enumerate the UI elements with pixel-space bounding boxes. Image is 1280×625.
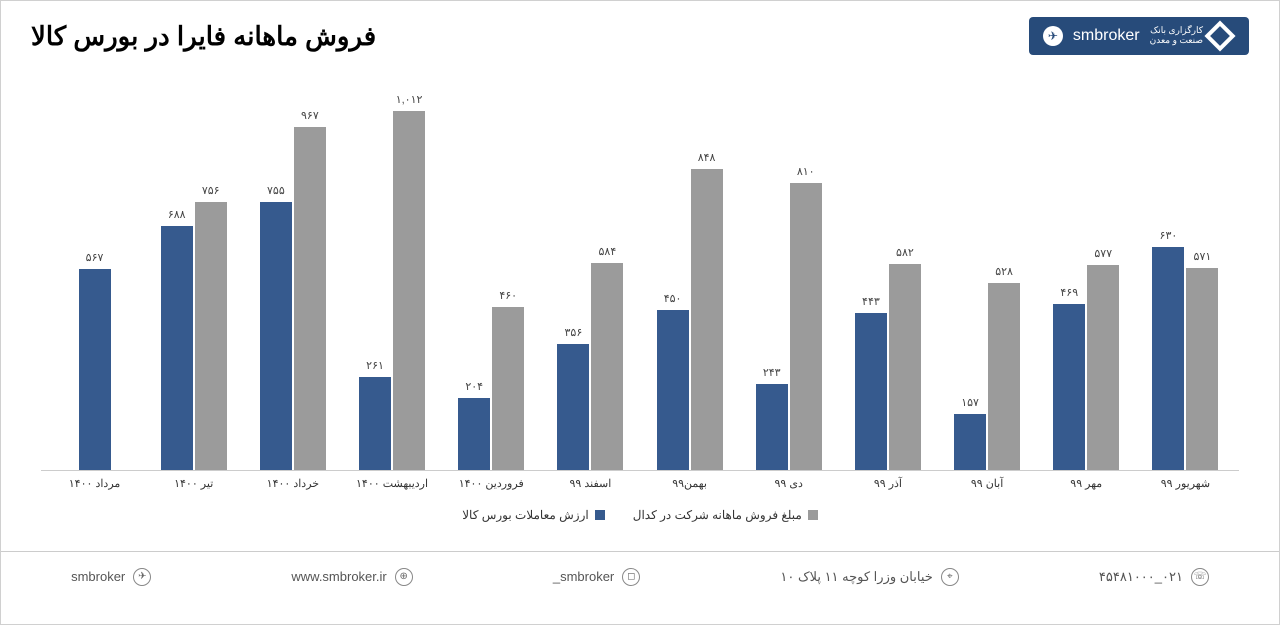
bar-value-label: ۱,۰۱۲ xyxy=(396,93,423,106)
bar-value-label: ۱۵۷ xyxy=(961,396,979,409)
x-axis-label: تیر ۱۴۰۰ xyxy=(144,477,243,490)
legend: مبلغ فروش ماهانه شرکت در کدال ارزش معامل… xyxy=(41,508,1239,522)
bar-series-0: ۵۸۴ xyxy=(591,263,623,470)
bar-series-0: ۵۷۱ xyxy=(1186,268,1218,470)
legend-label-1: ارزش معاملات بورس کالا xyxy=(462,508,589,522)
bar-value-label: ۷۵۶ xyxy=(202,184,220,197)
footer-website: ⊕ www.smbroker.ir xyxy=(291,568,412,586)
bar-value-label: ۵۲۸ xyxy=(995,265,1013,278)
location-icon: ⌖ xyxy=(941,568,959,586)
globe-icon: ⊕ xyxy=(395,568,413,586)
brand-logo-icon xyxy=(1204,20,1235,51)
bar-value-label: ۵۷۱ xyxy=(1194,250,1212,263)
bar-series-1: ۶۸۸ xyxy=(161,226,193,470)
bar-series-0: ۵۲۸ xyxy=(988,283,1020,470)
bar-series-1: ۴۴۳ xyxy=(855,313,887,470)
bar-value-label: ۶۸۸ xyxy=(168,208,186,221)
brand-badge: کارگزاری بانک صنعت و معدن smbroker ✈ xyxy=(1029,17,1249,55)
brand-logo-line2: صنعت و معدن xyxy=(1150,36,1203,46)
x-axis-label: مهر ۹۹ xyxy=(1037,477,1136,490)
bar-value-label: ۴۵۰ xyxy=(664,292,682,305)
bar-group: ۵۸۴۳۵۶ xyxy=(541,81,640,470)
footer: ☏ ۰۲۱_۴۵۴۸۱۰۰۰ ⌖ خیابان وزرا کوچه ۱۱ پلا… xyxy=(1,551,1279,601)
bar-value-label: ۷۵۵ xyxy=(267,184,285,197)
bar-series-1: ۴۵۰ xyxy=(657,310,689,470)
bar-value-label: ۹۶۷ xyxy=(301,109,319,122)
x-axis-label: خرداد ۱۴۰۰ xyxy=(243,477,342,490)
bar-series-1: ۳۵۶ xyxy=(557,344,589,470)
bar-group: ۸۴۸۴۵۰ xyxy=(640,81,739,470)
bar-series-1: ۶۳۰ xyxy=(1152,247,1184,470)
phone-icon: ☏ xyxy=(1191,568,1209,586)
bar-value-label: ۴۴۳ xyxy=(862,295,880,308)
footer-instagram: ◻ smbroker_ xyxy=(553,568,640,586)
bar-series-1: ۱۵۷ xyxy=(954,414,986,470)
telegram-icon: ✈ xyxy=(1043,26,1063,46)
bar-group: ۵۷۱۶۳۰ xyxy=(1136,81,1235,470)
bar-series-1: ۲۴۳ xyxy=(756,384,788,470)
bar-series-1: ۲۶۱ xyxy=(359,377,391,470)
bar-value-label: ۴۶۹ xyxy=(1060,286,1078,299)
x-axis-label: آذر ۹۹ xyxy=(838,477,937,490)
bar-value-label: ۲۰۴ xyxy=(465,380,483,393)
bar-value-label: ۵۸۴ xyxy=(599,245,617,258)
bar-series-0: ۱,۰۱۲ xyxy=(393,111,425,470)
bar-series-0: ۵۷۷ xyxy=(1087,265,1119,470)
bar-series-1: ۷۵۵ xyxy=(260,202,292,470)
bar-value-label: ۲۴۳ xyxy=(763,366,781,379)
bar-group: ۵۷۷۴۶۹ xyxy=(1037,81,1136,470)
bar-value-label: ۵۶۷ xyxy=(86,251,104,264)
bar-value-label: ۳۵۶ xyxy=(565,326,583,339)
bar-series-0: ۵۸۲ xyxy=(889,264,921,470)
x-axis-labels: شهریور ۹۹مهر ۹۹آبان ۹۹آذر ۹۹دی ۹۹بهمن۹۹ا… xyxy=(41,471,1239,490)
bar-group: ۵۲۸۱۵۷ xyxy=(937,81,1036,470)
bar-series-1: ۲۰۴ xyxy=(458,398,490,470)
x-axis-label: فروردین ۱۴۰۰ xyxy=(442,477,541,490)
bar-series-0: ۷۵۶ xyxy=(195,202,227,470)
x-axis-label: اردیبهشت ۱۴۰۰ xyxy=(342,477,441,490)
bar-value-label: ۲۶۱ xyxy=(366,359,384,372)
bar-value-label: ۸۴۸ xyxy=(698,151,716,164)
bar-series-0: ۴۶۰ xyxy=(492,307,524,470)
bar-series-0: ۸۴۸ xyxy=(691,169,723,470)
bar-group: ۸۱۰۲۴۳ xyxy=(739,81,838,470)
brand-logo: کارگزاری بانک صنعت و معدن xyxy=(1150,25,1231,47)
x-axis-label: آبان ۹۹ xyxy=(937,477,1036,490)
bar-value-label: ۵۸۲ xyxy=(896,246,914,259)
bar-value-label: ۴۶۰ xyxy=(499,289,517,302)
footer-telegram: ✈ smbroker xyxy=(71,568,151,586)
x-axis-label: مرداد ۱۴۰۰ xyxy=(45,477,144,490)
x-axis-label: بهمن۹۹ xyxy=(640,477,739,490)
legend-item-0: مبلغ فروش ماهانه شرکت در کدال xyxy=(633,508,818,522)
bar-chart: ۵۷۱۶۳۰۵۷۷۴۶۹۵۲۸۱۵۷۵۸۲۴۴۳۸۱۰۲۴۳۸۴۸۴۵۰۵۸۴۳… xyxy=(41,81,1239,471)
bar-value-label: ۶۳۰ xyxy=(1160,229,1178,242)
legend-swatch-1 xyxy=(595,510,605,520)
x-axis-label: دی ۹۹ xyxy=(739,477,838,490)
footer-address: ⌖ خیابان وزرا کوچه ۱۱ پلاک ۱۰ xyxy=(780,568,958,586)
legend-item-1: ارزش معاملات بورس کالا xyxy=(462,508,605,522)
bar-value-label: ۵۷۷ xyxy=(1094,247,1112,260)
bar-group: ۷۵۶۶۸۸ xyxy=(144,81,243,470)
bar-series-1: ۴۶۹ xyxy=(1053,304,1085,470)
bar-series-0: ۸۱۰ xyxy=(790,183,822,470)
legend-label-0: مبلغ فروش ماهانه شرکت در کدال xyxy=(633,508,802,522)
bar-group: ۱,۰۱۲۲۶۱ xyxy=(342,81,441,470)
bar-value-label: ۸۱۰ xyxy=(797,165,815,178)
footer-phone: ☏ ۰۲۱_۴۵۴۸۱۰۰۰ xyxy=(1099,568,1209,586)
chart-container: ۵۷۱۶۳۰۵۷۷۴۶۹۵۲۸۱۵۷۵۸۲۴۴۳۸۱۰۲۴۳۸۴۸۴۵۰۵۸۴۳… xyxy=(1,71,1279,551)
x-axis-label: اسفند ۹۹ xyxy=(541,477,640,490)
bar-group: ۴۶۰۲۰۴ xyxy=(442,81,541,470)
send-icon: ✈ xyxy=(133,568,151,586)
bar-series-1: ۵۶۷ xyxy=(79,269,111,470)
bar-series-0: ۹۶۷ xyxy=(294,127,326,470)
legend-swatch-0 xyxy=(808,510,818,520)
bar-group: ۵۸۲۴۴۳ xyxy=(838,81,937,470)
instagram-icon: ◻ xyxy=(622,568,640,586)
brand-name: smbroker xyxy=(1073,27,1140,45)
bar-group: ۵۶۷ xyxy=(45,81,144,470)
header: کارگزاری بانک صنعت و معدن smbroker ✈ فرو… xyxy=(1,1,1279,71)
bar-group: ۹۶۷۷۵۵ xyxy=(243,81,342,470)
x-axis-label: شهریور ۹۹ xyxy=(1136,477,1235,490)
chart-title: فروش ماهانه فایرا در بورس کالا xyxy=(31,21,376,52)
